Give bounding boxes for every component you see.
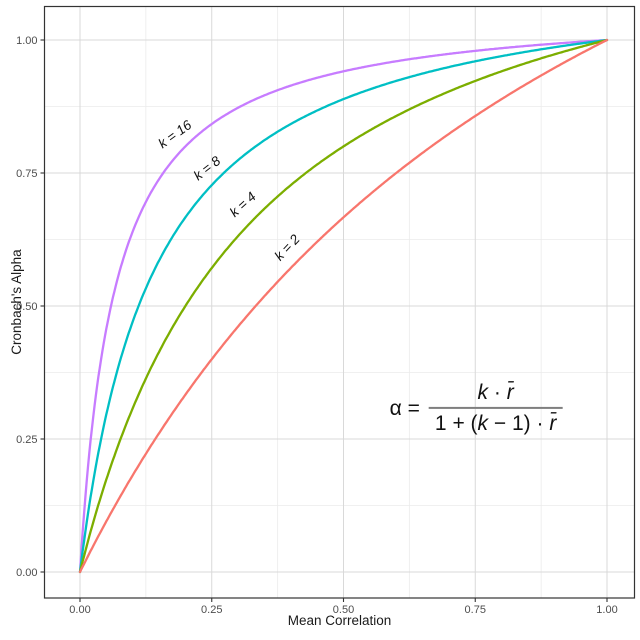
x-tick-label: 0.75: [465, 604, 486, 616]
formula-alpha-equals: α =: [389, 396, 420, 420]
x-tick-label: 0.50: [333, 604, 354, 616]
curve-label-k=16: k = 16: [155, 117, 194, 151]
formula-numerator: k · r̄: [477, 380, 514, 404]
y-axis-title: Cronbach's Alpha: [9, 249, 24, 355]
x-tick-label: 1.00: [596, 604, 617, 616]
y-tick-label: 0.00: [16, 567, 37, 579]
y-tick-label: 0.75: [16, 168, 37, 180]
curve-label-k=4: k = 4: [227, 189, 259, 220]
x-tick-label: 0.25: [201, 604, 222, 616]
curve-k=4: [78, 38, 609, 574]
y-tick-label: 1.00: [16, 35, 37, 47]
x-axis-title: Mean Correlation: [287, 613, 392, 628]
y-tick-label: 0.50: [16, 301, 37, 313]
formula-annotation: α = k · r̄ 1 + (k − 1) · r̄: [390, 381, 563, 435]
formula-fraction: k · r̄ 1 + (k − 1) · r̄: [428, 380, 563, 435]
curve-label-k=2: k = 2: [272, 231, 304, 263]
curve-k=2: [78, 38, 609, 574]
formula-denominator: 1 + (k − 1) · r̄: [428, 407, 563, 435]
curve-k=16: [78, 38, 609, 574]
curve-k=8: [78, 38, 609, 574]
y-tick-label: 0.25: [16, 434, 37, 446]
x-tick-label: 0.00: [69, 604, 90, 616]
panel-border: [43, 5, 636, 599]
